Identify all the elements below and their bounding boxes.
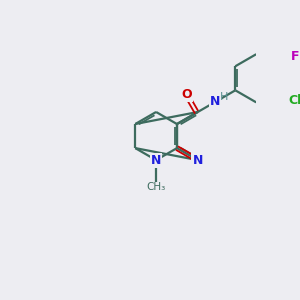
Text: F: F: [290, 50, 299, 62]
Text: O: O: [181, 88, 192, 101]
Text: N: N: [151, 154, 161, 166]
Text: H: H: [220, 92, 229, 102]
Text: N: N: [210, 95, 221, 108]
Text: Cl: Cl: [288, 94, 300, 107]
Text: CH₃: CH₃: [146, 182, 166, 192]
Text: O: O: [191, 153, 202, 166]
Text: N: N: [193, 154, 203, 166]
